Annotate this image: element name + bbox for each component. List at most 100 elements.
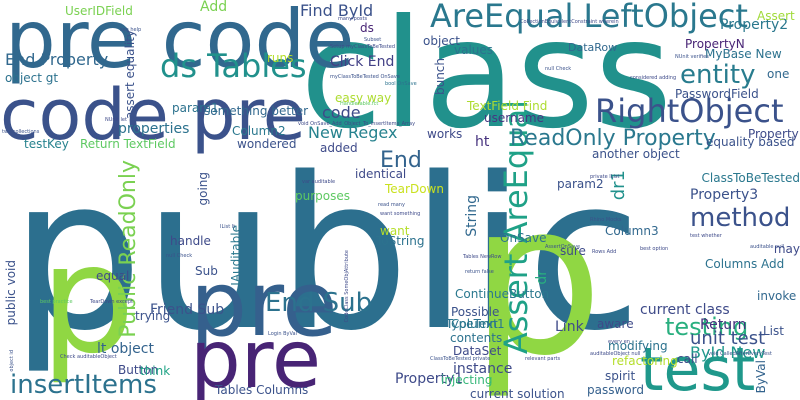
word-40: username xyxy=(484,111,544,125)
word-77: think xyxy=(140,364,171,378)
word-4: code pre xyxy=(0,74,306,156)
word-106: ds xyxy=(360,21,374,35)
word-15: method xyxy=(690,203,791,233)
word-82: testKey xyxy=(24,137,69,151)
word-75: handle xyxy=(170,234,211,248)
word-127: void CalledAfterEveryTest xyxy=(708,351,772,357)
word-78: Sub xyxy=(195,264,218,278)
word-65: TearDown xyxy=(385,182,444,196)
word-134: void OnSave_Add_Object_To_InsertItems_Ar… xyxy=(298,121,416,127)
word-67: spirit xyxy=(605,369,636,383)
word-118: null Check xyxy=(545,66,572,72)
word-101: something better xyxy=(204,104,309,118)
word-69: current solution xyxy=(470,387,565,400)
word-7: pre xyxy=(190,313,322,400)
word-50: Tables Columns xyxy=(215,383,309,397)
word-23: New Regex xyxy=(308,123,398,142)
word-126: Rows Add xyxy=(592,249,617,255)
word-41: Column2 xyxy=(232,124,286,138)
word-98: want xyxy=(380,224,410,238)
word-55: String xyxy=(464,195,480,237)
word-144: object id xyxy=(9,350,15,372)
word-5: p xyxy=(40,213,136,387)
word-112: bool OnSave xyxy=(385,81,417,87)
word-58: ContinueButton xyxy=(455,287,550,301)
word-26: Property2 xyxy=(720,17,789,33)
word-81: wondered xyxy=(237,137,297,151)
word-105: bunch xyxy=(433,58,447,96)
word-34: ById New xyxy=(690,343,766,362)
word-110: Setup myClassToBeTested xyxy=(330,44,395,50)
word-146: AssertOnSave xyxy=(545,244,581,250)
word-45: Link xyxy=(555,319,584,335)
word-140: see help xyxy=(120,27,142,33)
word-130: Check auditableObject xyxy=(60,354,117,360)
word-137: read many xyxy=(378,202,405,208)
word-92: may xyxy=(773,242,800,256)
word-94: Property xyxy=(748,127,799,141)
word-108: assert equality xyxy=(123,30,137,120)
word-14: entity xyxy=(680,60,756,90)
word-54: Column1 xyxy=(451,317,505,331)
word-31: current class xyxy=(640,302,730,318)
word-142: two collections xyxy=(2,129,40,135)
word-141: NUnit let xyxy=(105,117,127,123)
word-59: invoke xyxy=(757,289,797,303)
word-36: UserIDField xyxy=(65,4,133,18)
word-27: PropertyN xyxy=(685,37,745,51)
word-129: ClassToBeTested private xyxy=(430,356,491,362)
word-64: DataRow xyxy=(568,41,618,54)
word-131: best practice xyxy=(40,299,73,305)
word-70: refactoring xyxy=(612,354,678,368)
word-128: relevant parts xyxy=(525,356,561,362)
word-42: PasswordField xyxy=(675,87,759,101)
word-24: code xyxy=(322,103,361,122)
word-120: auditable null xyxy=(750,244,785,250)
word-107: Assert xyxy=(757,9,795,23)
word-80: purposes xyxy=(295,189,351,203)
word-38: object gt xyxy=(5,71,59,85)
word-21: Find ById xyxy=(300,1,374,20)
word-133: Login ByVal xyxy=(268,331,297,337)
word-136: IList It xyxy=(220,224,236,230)
word-19: ReadOnly Property xyxy=(510,126,716,151)
word-12: ds Tables xyxy=(160,47,307,85)
word-39: TextField Find xyxy=(467,99,548,113)
word-32: Column3 xyxy=(605,224,659,238)
word-121: test whether xyxy=(690,233,722,239)
word-79: added xyxy=(320,141,358,155)
word-115: CollectionEquivalentConstraint wherein xyxy=(520,19,619,25)
word-17: End Sub xyxy=(265,288,373,318)
word-91: List xyxy=(763,324,784,338)
word-25: End xyxy=(380,148,422,173)
word-68: password xyxy=(587,383,644,397)
word-73: ToString xyxy=(376,234,425,248)
word-9: AreEqual LeftObject xyxy=(430,0,748,35)
word-96: works xyxy=(427,127,463,141)
word-119: best option xyxy=(640,246,669,252)
word-16: testing xyxy=(665,313,749,341)
word-20: End Property xyxy=(5,50,109,69)
word-28: properties xyxy=(118,121,190,137)
word-84: another object xyxy=(592,147,680,161)
word-52: DataSet xyxy=(453,344,502,358)
word-148: null Check xyxy=(166,253,193,259)
word-88: injecting xyxy=(441,373,493,387)
word-51: instance xyxy=(453,361,513,377)
word-49: Friend Sub xyxy=(150,302,225,318)
word-48: lt object xyxy=(97,341,154,357)
word-46: Return xyxy=(700,317,747,333)
word-44: Columns Add xyxy=(705,257,785,271)
word-99: going xyxy=(196,172,210,206)
word-103: values xyxy=(454,43,494,57)
word-2: class xyxy=(300,0,673,162)
word-76: trying xyxy=(135,309,171,323)
word-123: private IList xyxy=(590,174,620,180)
word-147: auditableObject null xyxy=(590,351,641,357)
word-124: Tables NewRow xyxy=(463,254,502,260)
word-8: test xyxy=(640,335,756,400)
word-135: var auditable xyxy=(302,179,336,185)
word-109: easy way xyxy=(335,91,392,105)
word-116: NUnit verifies xyxy=(675,54,709,60)
